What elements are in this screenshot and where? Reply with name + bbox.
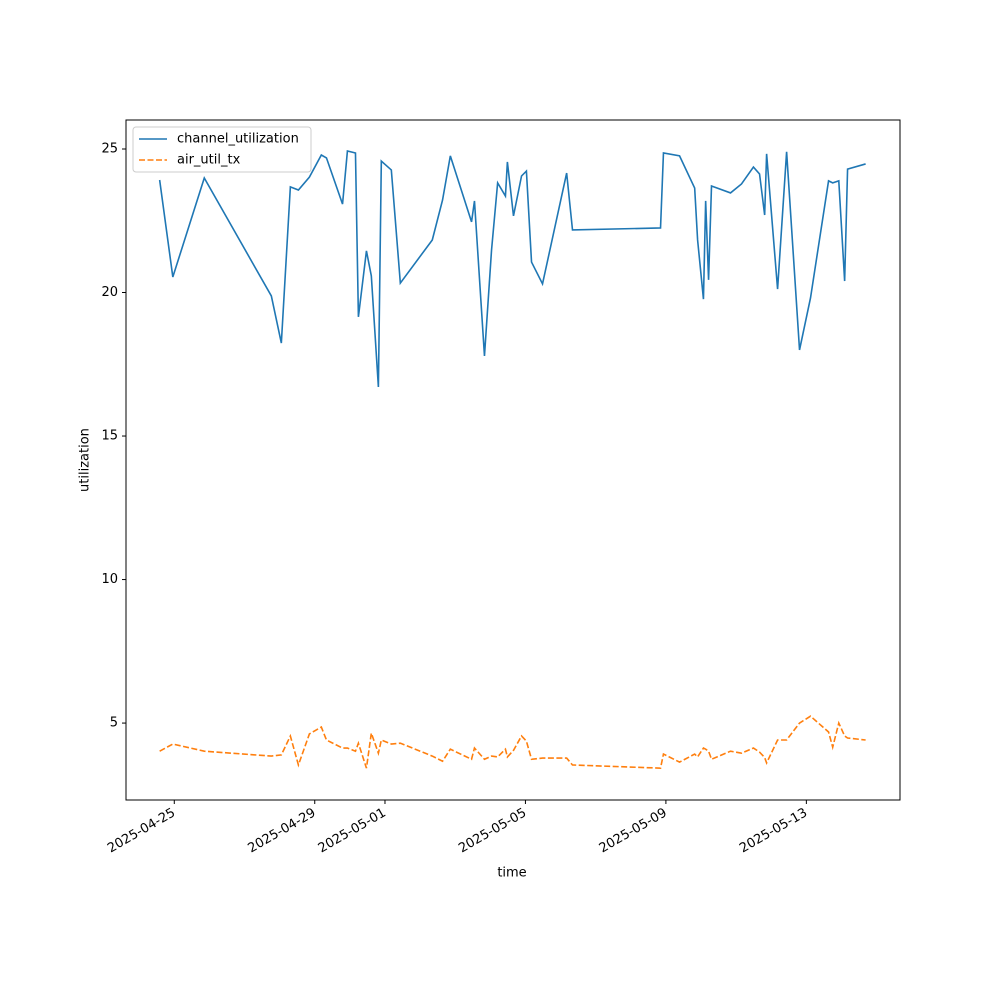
series-line <box>158 149 866 388</box>
y-axis-label: utilization <box>78 428 93 492</box>
y-tick-label: 5 <box>110 716 118 731</box>
x-tick-label: 2025-04-25 <box>105 806 178 857</box>
x-tick-label: 2025-05-09 <box>597 806 670 857</box>
legend-label: air_util_tx <box>177 153 241 168</box>
legend-label: channel_utilization <box>177 132 299 147</box>
legend: channel_utilization air_util_tx <box>132 126 312 173</box>
x-tick-label: 2025-05-01 <box>316 806 389 857</box>
x-tick-label: 2025-04-29 <box>246 806 319 857</box>
x-tick-label: 2025-05-05 <box>456 806 529 857</box>
x-axis-label: time <box>497 866 526 881</box>
y-tick-label: 20 <box>101 285 118 300</box>
x-tick-label: 2025-05-13 <box>737 806 810 857</box>
series-line <box>159 715 866 769</box>
y-tick-label: 10 <box>101 572 118 587</box>
legend-box <box>132 126 312 173</box>
y-tick-label: 25 <box>101 141 118 156</box>
plot-frame <box>125 119 901 801</box>
y-tick-label: 15 <box>101 429 118 444</box>
